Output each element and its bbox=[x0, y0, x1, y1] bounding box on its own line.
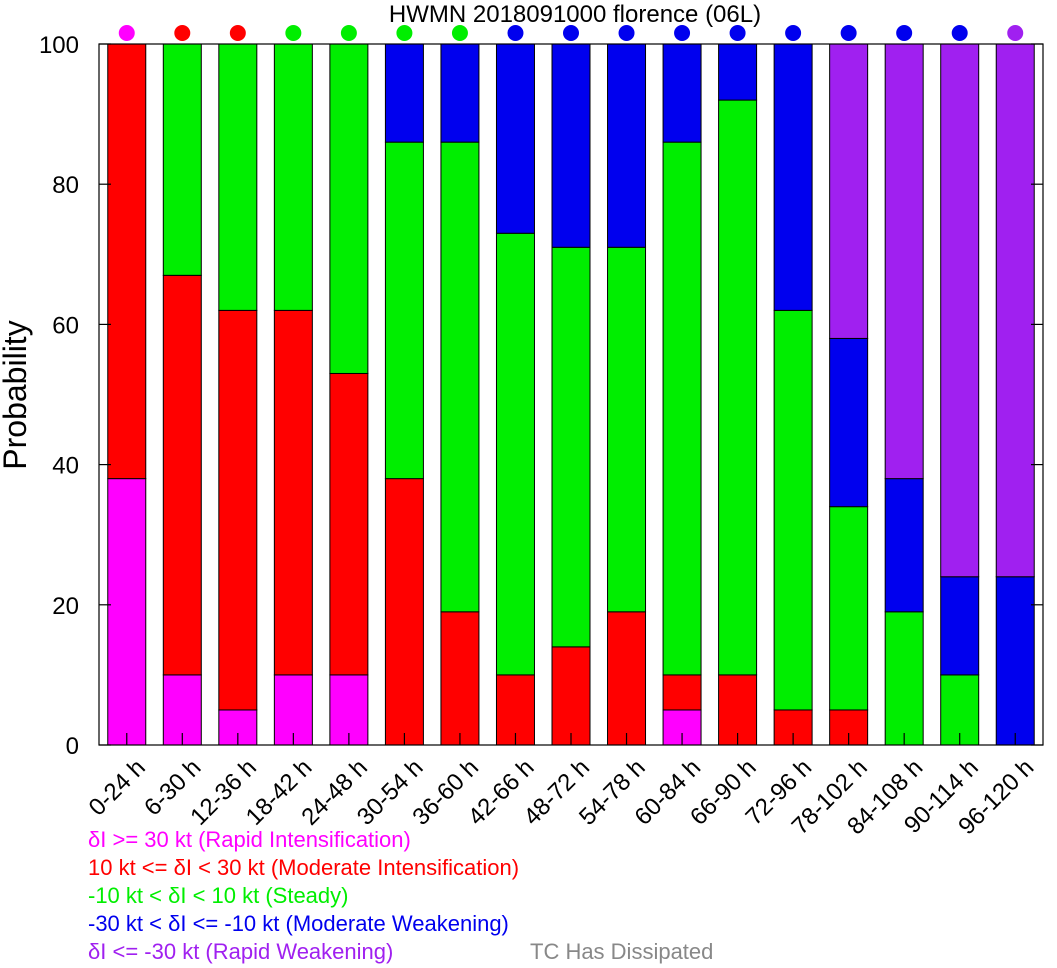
top-markers-group bbox=[118, 25, 1024, 41]
bar-segment-66-90-h-series-3 bbox=[718, 43, 758, 101]
chart-title: HWMN 2018091000 florence (06L) bbox=[389, 1, 761, 28]
bar-segment-42-66-h-series-2 bbox=[495, 232, 535, 676]
y-tick-label: 60 bbox=[52, 312, 79, 339]
bar-segment-84-108-h-series-3 bbox=[884, 478, 924, 613]
bar-segment-96-120-h-series-3 bbox=[995, 576, 1035, 746]
bar-segment-12-36-h-series-1 bbox=[218, 309, 258, 711]
bar-segment-54-78-h-series-1 bbox=[607, 611, 647, 746]
top-marker-0-24-h bbox=[118, 25, 135, 41]
top-marker-84-108-h bbox=[896, 25, 913, 41]
bar-segment-12-36-h-series-2 bbox=[218, 43, 258, 311]
bar-segment-48-72-h-series-2 bbox=[551, 246, 591, 648]
bar-segment-84-108-h-series-4 bbox=[884, 43, 924, 480]
bar-segment-54-78-h-series-2 bbox=[607, 246, 647, 613]
bar-segment-48-72-h-series-1 bbox=[551, 646, 591, 746]
bars-group bbox=[107, 43, 1035, 746]
bar-segment-6-30-h-series-2 bbox=[162, 43, 202, 276]
bar-segment-30-54-h-series-1 bbox=[384, 478, 424, 746]
top-marker-24-48-h bbox=[340, 25, 357, 41]
bar-segment-6-30-h-series-1 bbox=[162, 274, 202, 676]
bar-segment-78-102-h-series-3 bbox=[829, 337, 869, 508]
top-marker-48-72-h bbox=[563, 25, 579, 41]
x-tick-label-0-24-h: 0-24 h bbox=[84, 754, 151, 821]
bar-segment-24-48-h-series-2 bbox=[329, 43, 369, 374]
bar-segment-54-78-h-series-3 bbox=[607, 43, 647, 248]
bar-segment-90-114-h-series-4 bbox=[940, 43, 980, 578]
bar-segment-0-24-h-series-0 bbox=[107, 478, 147, 746]
top-marker-66-90-h bbox=[729, 25, 746, 41]
top-marker-12-36-h bbox=[229, 25, 246, 41]
legend-item-moderate-weakening: -30 kt < δI <= -10 kt (Moderate Weakenin… bbox=[88, 911, 509, 936]
bar-segment-18-42-h-series-2 bbox=[273, 43, 313, 311]
bar-segment-42-66-h-series-3 bbox=[495, 43, 535, 234]
bar-segment-36-60-h-series-1 bbox=[440, 611, 480, 746]
top-marker-36-60-h bbox=[451, 25, 468, 41]
y-tick-label: 0 bbox=[66, 733, 79, 760]
top-marker-30-54-h bbox=[396, 25, 413, 41]
bar-segment-72-96-h-series-3 bbox=[773, 43, 813, 311]
bar-segment-30-54-h-series-2 bbox=[384, 141, 424, 480]
legend-item-steady: -10 kt < δI < 10 kt (Steady) bbox=[88, 883, 349, 908]
top-marker-78-102-h bbox=[840, 25, 857, 41]
bar-segment-0-24-h-series-1 bbox=[107, 43, 147, 480]
bar-segment-78-102-h-series-2 bbox=[829, 506, 869, 711]
legend: δI >= 30 kt (Rapid Intensification) 10 k… bbox=[88, 826, 519, 966]
legend-item-rapid-weakening: δI <= -30 kt (Rapid Weakening) bbox=[88, 939, 394, 964]
y-tick-label: 20 bbox=[52, 593, 79, 620]
bar-segment-60-84-h-series-1 bbox=[662, 674, 702, 711]
bar-segment-60-84-h-series-2 bbox=[662, 141, 702, 676]
bar-segment-72-96-h-series-2 bbox=[773, 309, 813, 711]
top-marker-42-66-h bbox=[507, 25, 524, 41]
top-marker-54-78-h bbox=[618, 25, 635, 41]
bar-segment-36-60-h-series-3 bbox=[440, 43, 480, 143]
bar-segment-78-102-h-series-4 bbox=[829, 43, 869, 339]
bar-segment-84-108-h-series-2 bbox=[884, 611, 924, 746]
legend-item-dissipated: TC Has Dissipated bbox=[530, 939, 714, 964]
bar-segment-36-60-h-series-2 bbox=[440, 141, 480, 613]
bar-segment-66-90-h-series-2 bbox=[718, 99, 758, 676]
bar-segment-30-54-h-series-3 bbox=[384, 43, 424, 143]
legend-item-moderate-intensification: 10 kt <= δI < 30 kt (Moderate Intensific… bbox=[88, 855, 520, 880]
bar-segment-24-48-h-series-1 bbox=[329, 372, 369, 676]
top-marker-72-96-h bbox=[785, 25, 802, 41]
bar-segment-18-42-h-series-1 bbox=[273, 309, 313, 676]
y-tick-label: 80 bbox=[52, 172, 79, 199]
bar-segment-96-120-h-series-4 bbox=[995, 43, 1035, 578]
top-marker-96-120-h bbox=[1007, 25, 1024, 41]
bar-segment-48-72-h-series-3 bbox=[551, 43, 591, 248]
legend-item-rapid-intensification: δI >= 30 kt (Rapid Intensification) bbox=[88, 827, 411, 852]
bar-segment-60-84-h-series-3 bbox=[662, 43, 702, 143]
top-marker-6-30-h bbox=[174, 25, 191, 41]
top-marker-90-114-h bbox=[951, 25, 968, 41]
top-marker-18-42-h bbox=[285, 25, 302, 41]
y-tick-label: 40 bbox=[52, 453, 79, 480]
y-tick-label: 100 bbox=[39, 32, 79, 59]
top-marker-60-84-h bbox=[674, 25, 691, 41]
bar-segment-90-114-h-series-3 bbox=[940, 576, 980, 676]
y-axis-label: Probability bbox=[0, 320, 33, 469]
